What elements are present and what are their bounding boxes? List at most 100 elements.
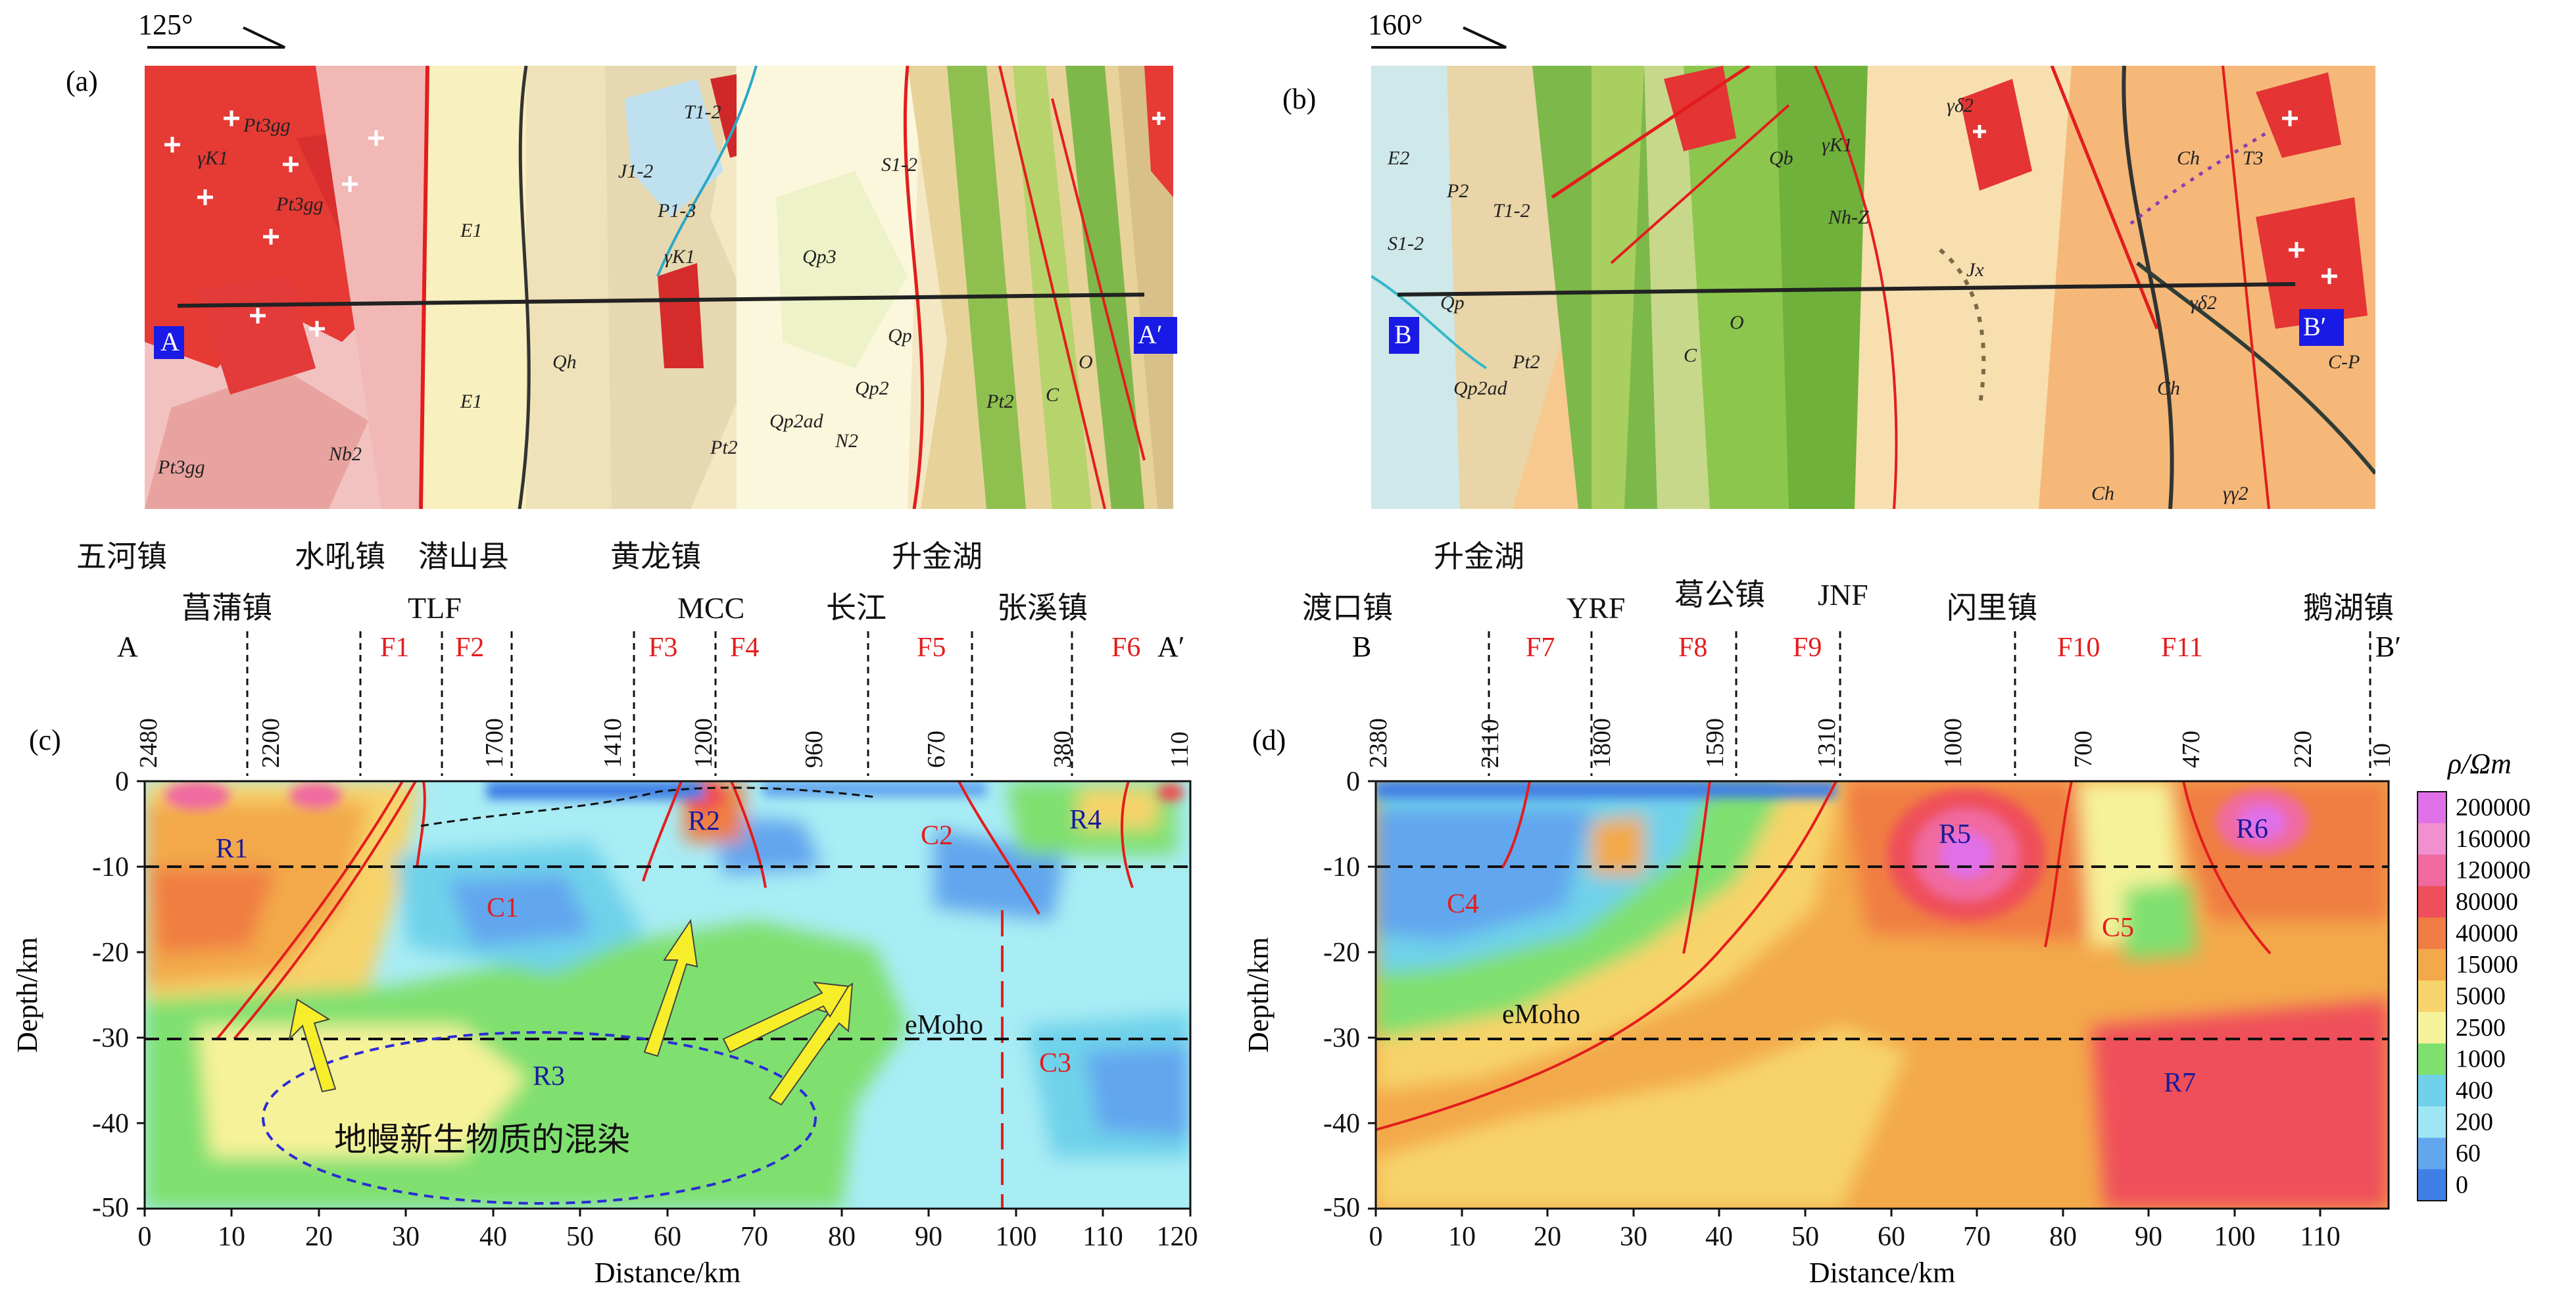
town-label: 鹅湖镇 xyxy=(2303,590,2394,625)
colorbar-label: 120000 xyxy=(2456,857,2531,884)
town-label: 闪里镇 xyxy=(1947,590,2037,625)
arrow-1 xyxy=(288,998,337,1093)
map-b-unit: γδ2 xyxy=(1947,95,1974,116)
town-label: JNF xyxy=(1818,578,1868,612)
map-b-unit: Pt2 xyxy=(1512,351,1540,373)
fault-label: F3 xyxy=(648,633,677,663)
colorbar-swatch xyxy=(2418,792,2446,824)
x-tick: 60 xyxy=(1878,1222,1905,1252)
map-b-unit: Ch xyxy=(2177,147,2200,169)
x-axis-label: Distance/km xyxy=(1809,1257,1955,1289)
x-tick: 0 xyxy=(138,1222,152,1252)
body-label: C1 xyxy=(487,893,519,923)
x-tick: 60 xyxy=(654,1222,681,1252)
map-a-unit: Pt2 xyxy=(986,391,1014,412)
resistivity-field-d xyxy=(1376,781,2389,1209)
y-tick: -50 xyxy=(1323,1193,1360,1223)
profile-line-a xyxy=(177,293,1145,308)
body-label: C5 xyxy=(2102,913,2134,943)
body-label: C4 xyxy=(1447,889,1479,919)
body-label: R5 xyxy=(1939,819,1971,850)
town-label: 渡口镇 xyxy=(1302,590,1393,625)
x-tick: 10 xyxy=(218,1222,245,1252)
y-tick: -20 xyxy=(92,938,129,968)
map-b-unit: T1-2 xyxy=(1493,200,1530,222)
fault-label: F1 xyxy=(380,633,409,663)
profile-a-start-box xyxy=(154,326,184,359)
fault-label: F6 xyxy=(1111,633,1140,663)
panel-a-angle: 125° xyxy=(138,9,193,41)
station-label: 1590 xyxy=(1701,718,1729,768)
map-a-unit: N2 xyxy=(835,430,858,452)
y-tick: -10 xyxy=(1323,852,1360,882)
station-label: 1700 xyxy=(481,718,508,768)
x-tick: 110 xyxy=(2300,1222,2340,1252)
body-label: R1 xyxy=(216,834,248,864)
fault-label: F9 xyxy=(1793,633,1822,663)
station-label: 1800 xyxy=(1588,718,1616,768)
town-label: 五河镇 xyxy=(76,539,167,574)
panel-d-tag: (d) xyxy=(1252,724,1286,756)
map-a-unit: P1-3 xyxy=(657,200,696,222)
x-tick: 90 xyxy=(915,1222,942,1252)
colorbar-label: 40000 xyxy=(2456,919,2518,947)
x-tick: 100 xyxy=(996,1222,1037,1252)
panel-b-angle: 160° xyxy=(1368,9,1423,41)
upwelling-arrows xyxy=(288,919,854,1106)
x-tick: 90 xyxy=(2135,1222,2162,1252)
town-label: 张溪镇 xyxy=(997,590,1088,625)
station-label: 2480 xyxy=(135,718,162,768)
y-tick: -30 xyxy=(92,1023,129,1053)
x-axis-label: Distance/km xyxy=(595,1257,741,1289)
y-tick: -40 xyxy=(1323,1109,1360,1139)
body-label: R7 xyxy=(2164,1068,2196,1098)
y-axis-label: Depth/km xyxy=(11,937,43,1053)
map-a-unit: Pt3gg xyxy=(276,193,324,215)
profile-b-end: B′ xyxy=(2303,312,2326,341)
town-label: 升金湖 xyxy=(892,539,983,574)
map-b-unit: γK1 xyxy=(1822,134,1853,156)
map-b-unit: Jx xyxy=(1966,259,1984,281)
x-tick: 80 xyxy=(2049,1222,2077,1252)
x-tick: 30 xyxy=(1620,1222,1647,1252)
colorbar-label: 200000 xyxy=(2456,794,2531,821)
station-label: 1310 xyxy=(1813,718,1841,768)
profile-b-start: B xyxy=(1394,320,1412,349)
map-b-unit: Qp2ad xyxy=(1453,377,1508,399)
x-tick: 50 xyxy=(1791,1222,1819,1252)
x-tick: 10 xyxy=(1448,1222,1476,1252)
map-a-unit: Pt3gg xyxy=(243,114,291,136)
station-label: 110 xyxy=(1166,731,1194,768)
map-b-unit: C xyxy=(1684,345,1697,366)
town-label: YRF xyxy=(1567,591,1625,625)
map-b-unit: C-P xyxy=(2328,351,2360,373)
colorbar-title: ρ/Ωm xyxy=(2446,748,2512,780)
colorbar-swatch xyxy=(2418,980,2446,1013)
map-a-unit: C xyxy=(1046,384,1059,406)
station-label: 470 xyxy=(2177,731,2205,768)
town-label: MCC xyxy=(677,591,744,625)
fault-label: F11 xyxy=(2161,633,2203,663)
map-b-unit: E2 xyxy=(1387,147,1409,169)
profile-a-end-box xyxy=(1134,317,1177,354)
colorbar-swatch xyxy=(2418,854,2446,887)
town-label: 长江 xyxy=(826,590,887,625)
map-a-unit: Qp2 xyxy=(855,377,889,399)
colorbar-swatch xyxy=(2418,949,2446,981)
x-tick: 70 xyxy=(1963,1222,1991,1252)
body-label: C3 xyxy=(1039,1048,1071,1078)
colorbar-swatch xyxy=(2418,1106,2446,1138)
colorbar-label: 400 xyxy=(2456,1077,2493,1105)
profile-b-end-box xyxy=(2299,309,2344,346)
map-a-unit: T1-2 xyxy=(684,101,721,123)
x-tick: 40 xyxy=(1705,1222,1733,1252)
fault-label: F10 xyxy=(2057,633,2100,663)
y-tick: 0 xyxy=(1346,767,1360,797)
panel-c-tag: (c) xyxy=(29,724,61,756)
panel-a: (a) 125° xyxy=(66,9,1177,509)
x-tick: 80 xyxy=(828,1222,856,1252)
fault-label: F8 xyxy=(1678,633,1707,663)
station-label: 2110 xyxy=(1476,719,1504,768)
map-a-unit: Qp xyxy=(888,325,912,347)
body-label: C2 xyxy=(921,821,953,851)
